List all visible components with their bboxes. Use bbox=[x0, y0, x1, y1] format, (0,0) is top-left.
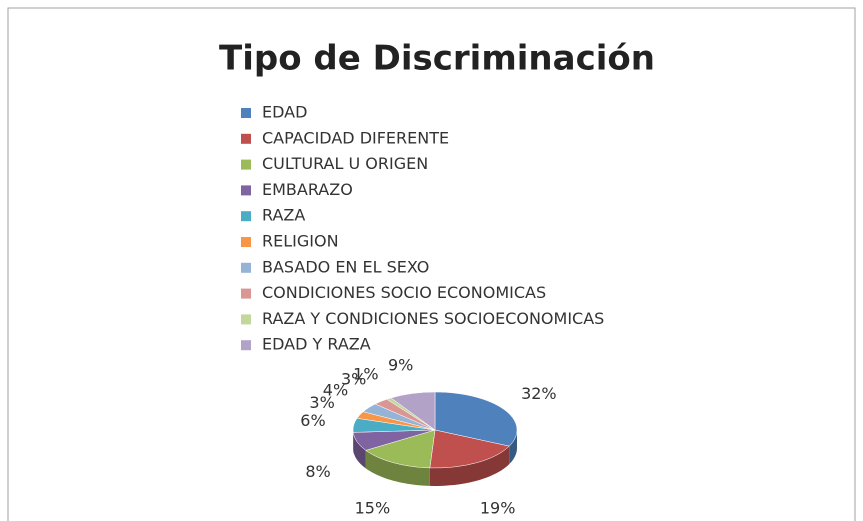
pie-slice bbox=[429, 429, 510, 469]
legend-label: CULTURAL U ORIGEN bbox=[262, 154, 428, 173]
legend-label: EDAD bbox=[262, 103, 307, 122]
data-label: 9% bbox=[388, 356, 413, 375]
data-label: 4% bbox=[323, 380, 348, 399]
data-label: 15% bbox=[355, 499, 391, 518]
legend-swatch bbox=[241, 237, 251, 247]
data-label: 19% bbox=[480, 499, 516, 518]
legend-swatch bbox=[241, 159, 251, 170]
legend-label: RAZA bbox=[262, 206, 305, 225]
legend-swatch bbox=[241, 288, 251, 299]
pie-slice-side bbox=[353, 432, 366, 469]
legend-swatch bbox=[241, 185, 251, 196]
pie-slice bbox=[434, 391, 518, 447]
chart-border bbox=[7, 7, 856, 521]
chart-title: Tipo de Discriminación bbox=[219, 39, 655, 79]
legend-label: RELIGION bbox=[262, 232, 339, 251]
legend-swatch bbox=[241, 314, 251, 325]
legend-label: EDAD Y RAZA bbox=[262, 335, 371, 354]
data-label: 1% bbox=[353, 364, 378, 383]
legend-label: CONDICIONES SOCIO ECONOMICAS bbox=[262, 283, 546, 302]
pie-slice bbox=[390, 391, 436, 431]
data-label: 32% bbox=[521, 384, 557, 403]
legend-swatch bbox=[241, 211, 251, 222]
legend-label: EMBARAZO bbox=[262, 180, 353, 199]
data-label: 3% bbox=[341, 370, 366, 389]
data-label: 3% bbox=[309, 393, 334, 412]
legend-label: BASADO EN EL SEXO bbox=[262, 257, 429, 276]
legend-swatch bbox=[241, 262, 251, 273]
pie-slice-side bbox=[365, 450, 430, 486]
legend-swatch bbox=[241, 340, 251, 351]
pie-slice bbox=[365, 429, 436, 469]
pie-slice-side bbox=[429, 446, 510, 486]
data-label: 6% bbox=[300, 411, 325, 430]
legend-label: CAPACIDAD DIFERENTE bbox=[262, 128, 449, 147]
data-label: 8% bbox=[305, 462, 330, 481]
legend-swatch bbox=[241, 133, 251, 144]
legend-swatch bbox=[241, 108, 251, 118]
legend-label: RAZA Y CONDICIONES SOCIOECONOMICAS bbox=[262, 309, 604, 328]
